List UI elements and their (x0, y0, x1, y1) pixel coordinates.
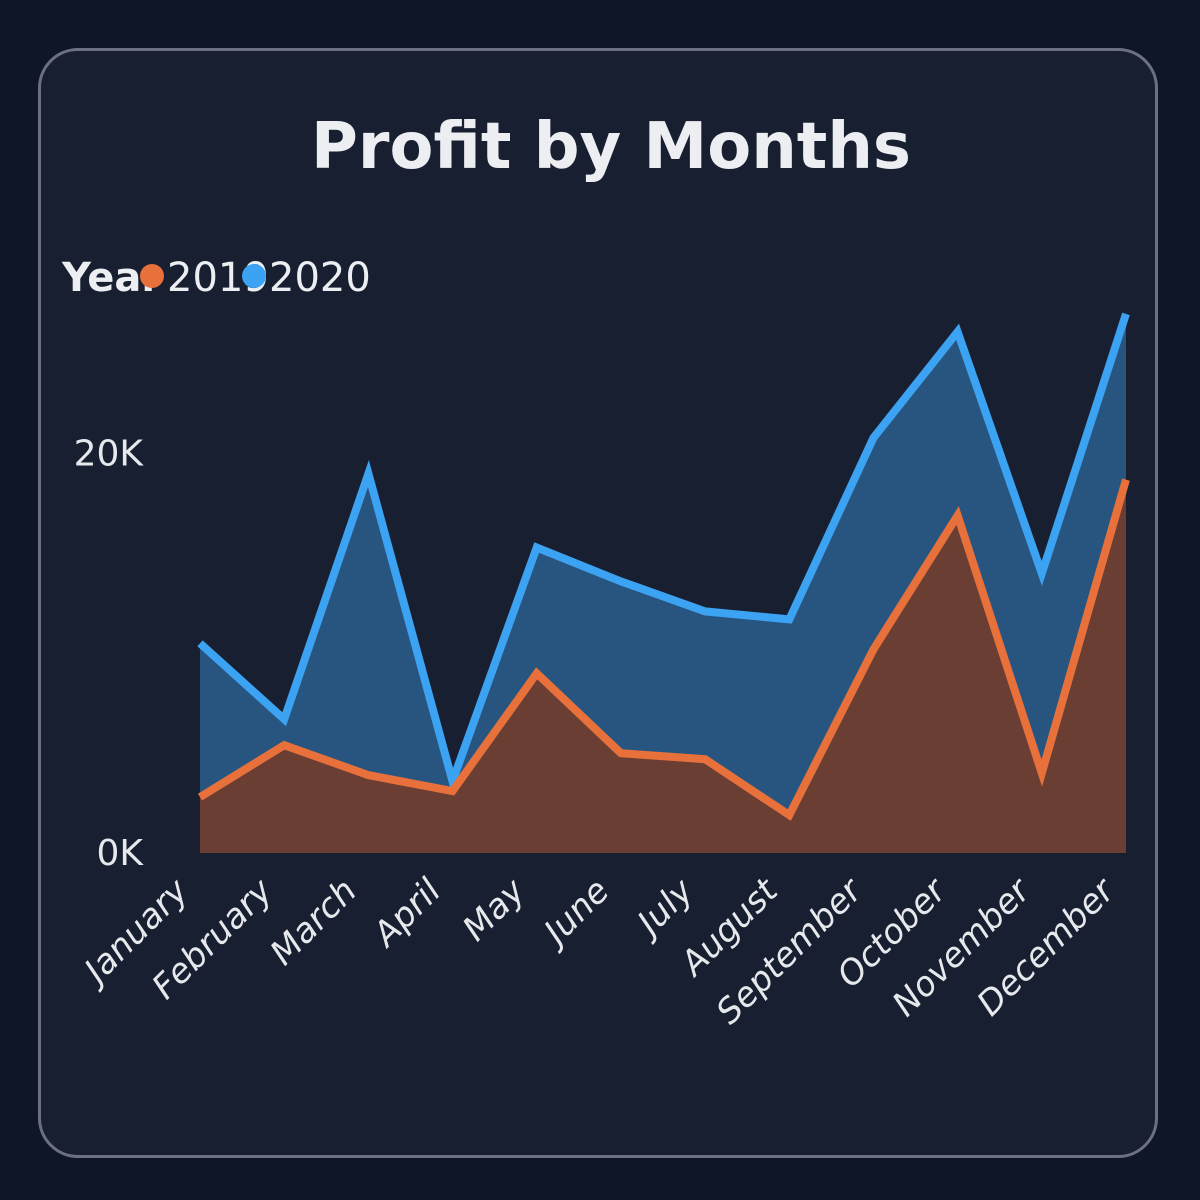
x-tick-label: July (626, 870, 702, 946)
series-line-2019[interactable] (197, 478, 1130, 821)
x-tick-label: April (364, 871, 449, 956)
x-tick-label: March (263, 871, 365, 973)
x-tick-label: May (455, 870, 534, 949)
area-fill-2019 (200, 479, 1126, 853)
legend-marker-2019 (140, 264, 164, 288)
legend: Year 2019 2020 (61, 255, 371, 301)
chart-title: Profit by Months (311, 110, 911, 184)
y-tick-label: 0K (96, 833, 144, 874)
legend-marker-2020 (242, 264, 266, 288)
legend-label-2020[interactable]: 2020 (269, 255, 371, 301)
plot-area (197, 312, 1130, 853)
y-tick-label: 20K (74, 434, 145, 475)
series-line-2020[interactable] (197, 312, 1130, 795)
y-axis: 0K 20K (74, 434, 145, 874)
x-tick-label: June (532, 871, 617, 956)
